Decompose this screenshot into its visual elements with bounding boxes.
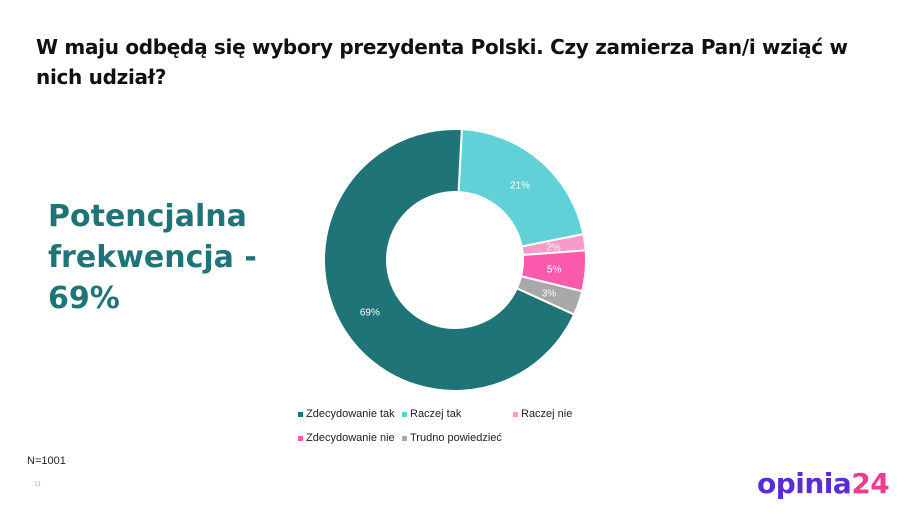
legend-item-zdecydowanie-tak: Zdecydowanie tak: [298, 408, 402, 420]
chart-legend: Zdecydowanie tak Raczej tak Raczej nie Z…: [298, 402, 608, 450]
page-number: 11: [34, 481, 42, 488]
legend-label: Raczej tak: [410, 408, 462, 420]
logo-text-24: 24: [851, 467, 890, 500]
legend-label: Raczej nie: [521, 408, 573, 420]
donut-slice-label: 5%: [547, 264, 562, 275]
highlight-line-3: 69%: [48, 281, 120, 316]
legend-item-raczej-nie: Raczej nie: [513, 408, 572, 420]
donut-slice-zdecydowanie-tak: [323, 128, 576, 392]
legend-swatch: [513, 411, 518, 417]
turnout-highlight: Potencjalna frekwencja - 69%: [48, 196, 298, 319]
donut-slice-label: 2%: [546, 242, 561, 253]
donut-chart: 21% 2% 5% 3% 69%: [323, 128, 587, 392]
legend-swatch: [298, 435, 303, 441]
legend-label: Zdecydowanie tak: [306, 408, 395, 420]
donut-slice-raczej-tak: [457, 128, 585, 248]
legend-item-raczej-tak: Raczej tak: [402, 408, 513, 420]
donut-labels: 21% 2% 5% 3% 69%: [360, 181, 562, 319]
donut-slice-label: 3%: [542, 289, 557, 300]
highlight-line-2: frekwencja -: [48, 240, 257, 275]
legend-swatch: [402, 411, 407, 417]
legend-swatch: [402, 435, 407, 441]
legend-swatch: [298, 411, 303, 417]
legend-label: Zdecydowanie nie: [306, 432, 395, 444]
legend-item-trudno-powiedziec: Trudno powiedzieć: [402, 432, 502, 444]
legend-row-2: Zdecydowanie nie Trudno powiedzieć: [298, 426, 608, 450]
legend-row-1: Zdecydowanie tak Raczej tak Raczej nie: [298, 402, 608, 426]
highlight-line-1: Potencjalna: [48, 199, 247, 234]
slide-title: W maju odbędą się wybory prezydenta Pols…: [36, 35, 848, 89]
donut-slice-label: 69%: [360, 308, 380, 319]
logo-text-opinia: opinia: [757, 467, 852, 500]
legend-label: Trudno powiedzieć: [410, 432, 502, 444]
legend-item-zdecydowanie-nie: Zdecydowanie nie: [298, 432, 402, 444]
sample-size: N=1001: [27, 455, 66, 467]
donut-slices: [323, 128, 587, 392]
donut-slice-label: 21%: [510, 181, 530, 192]
opinia24-logo: opinia24: [757, 467, 890, 500]
